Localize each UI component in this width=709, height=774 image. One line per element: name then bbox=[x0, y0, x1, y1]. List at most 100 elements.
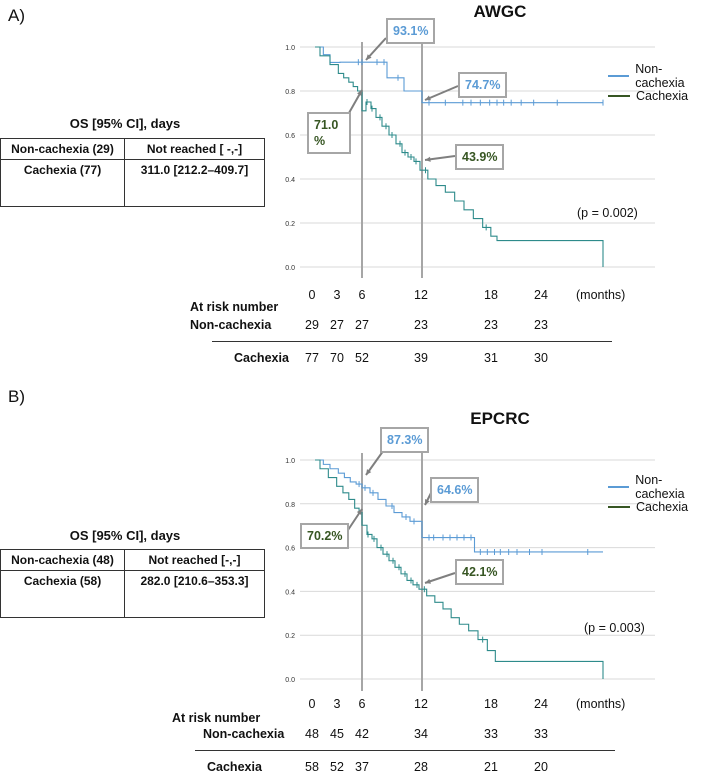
annotation-arrowhead bbox=[366, 469, 372, 475]
table-cell: Not reached [-,-] bbox=[124, 549, 265, 571]
km-curve-non-cachexia bbox=[315, 46, 603, 104]
risk-row-label: Non-cachexia bbox=[203, 727, 285, 741]
table-cell: Not reached [ -,-] bbox=[124, 138, 265, 160]
p-value: (p = 0.002) bbox=[577, 206, 638, 220]
table-row: Non-cachexia (48) Not reached [-,-] bbox=[0, 549, 265, 571]
table-cell: Non-cachexia (29) bbox=[0, 138, 125, 160]
annotation-arrowhead bbox=[357, 90, 362, 96]
legend-swatch bbox=[608, 506, 630, 508]
risk-value: 70 bbox=[330, 351, 344, 365]
risk-value: 21 bbox=[484, 760, 498, 774]
table-cell: Non-cachexia (48) bbox=[0, 549, 125, 571]
legend-swatch bbox=[608, 75, 630, 77]
risk-value: 27 bbox=[355, 318, 369, 332]
panel-label: B) bbox=[8, 387, 25, 406]
p-value: (p = 0.003) bbox=[584, 621, 645, 635]
y-tick-label: 0.8 bbox=[285, 89, 295, 96]
table-cell: Cachexia (77) bbox=[0, 159, 125, 207]
risk-value: 42 bbox=[355, 727, 369, 741]
legend-item-cachexia: Cachexia bbox=[608, 86, 709, 106]
annotation-arrowhead bbox=[425, 578, 431, 584]
x-tick-label: 3 bbox=[333, 697, 341, 711]
y-tick-label: 0.6 bbox=[285, 133, 295, 140]
risk-value: 48 bbox=[305, 727, 319, 741]
risk-value: 31 bbox=[484, 351, 498, 365]
risk-heading: At risk number bbox=[190, 300, 279, 314]
km-curve-cachexia bbox=[315, 46, 604, 267]
risk-value: 23 bbox=[534, 318, 548, 332]
os-table: Non-cachexia (48) Not reached [-,-] Cach… bbox=[0, 549, 265, 618]
risk-value: 27 bbox=[330, 318, 344, 332]
legend: Non-cachexia Cachexia bbox=[608, 62, 709, 106]
x-axis-label: (months) bbox=[576, 288, 626, 302]
annotation-arrowhead bbox=[366, 54, 372, 60]
panel-b: B) EPCRC 0.0 0.2 0.4 0.6 0.8 1.0 Non-cachexia… bbox=[0, 387, 709, 774]
risk-value: 34 bbox=[414, 727, 428, 741]
x-tick-label: 6 bbox=[358, 288, 366, 302]
risk-row-label: Cachexia bbox=[234, 351, 289, 365]
os-table-title: OS [95% CI], days bbox=[69, 528, 181, 543]
annotation-arrowhead bbox=[425, 156, 431, 162]
risk-heading: At risk number bbox=[172, 711, 261, 725]
annotation-74-7: 74.7% bbox=[458, 72, 508, 98]
risk-value: 23 bbox=[414, 318, 428, 332]
annotation-64-6: 64.6% bbox=[430, 477, 480, 503]
panel-label: A) bbox=[8, 6, 25, 25]
y-tick-label: 0.0 bbox=[285, 265, 295, 272]
table-cell: 282.0 [210.6–353.3] bbox=[124, 570, 265, 618]
x-tick-label: 3 bbox=[333, 288, 341, 302]
risk-value: 29 bbox=[305, 318, 319, 332]
annotation-93-1: 93.1% bbox=[386, 18, 436, 44]
risk-value: 58 bbox=[305, 760, 319, 774]
x-tick-label: 18 bbox=[484, 697, 498, 711]
risk-row-label: Cachexia bbox=[207, 760, 262, 774]
legend-swatch bbox=[608, 95, 630, 97]
risk-value: 33 bbox=[534, 727, 548, 741]
x-tick-label: 24 bbox=[534, 288, 548, 302]
risk-value: 37 bbox=[355, 760, 369, 774]
panel-a: A) AWGC 0.0 0.2 0.4 0.6 0.8 1.0 Non-cachexia … bbox=[0, 0, 709, 385]
y-tick-label: 0.4 bbox=[285, 589, 295, 596]
annotation-arrow bbox=[424, 85, 459, 101]
legend-item-non-cachexia: Non-cachexia bbox=[608, 62, 709, 90]
table-cell: 311.0 [212.2–409.7] bbox=[124, 159, 265, 207]
x-tick-label: 18 bbox=[484, 288, 498, 302]
risk-value: 39 bbox=[414, 351, 428, 365]
legend-item-non-cachexia: Non-cachexia bbox=[608, 473, 709, 501]
table-cell: Cachexia (58) bbox=[0, 570, 125, 618]
risk-divider bbox=[195, 750, 615, 751]
x-tick-label: 24 bbox=[534, 697, 548, 711]
legend: Non-cachexia Cachexia bbox=[608, 473, 709, 517]
annotation-arrowhead bbox=[356, 509, 362, 515]
risk-row-label: Non-cachexia bbox=[190, 318, 272, 332]
annotation-87-3: 87.3% bbox=[380, 427, 430, 453]
y-tick-label: 0.2 bbox=[285, 221, 295, 228]
risk-value: 30 bbox=[534, 351, 548, 365]
legend-label: Cachexia bbox=[636, 500, 689, 514]
x-tick-label: 0 bbox=[308, 288, 316, 302]
x-tick-label: 6 bbox=[358, 697, 366, 711]
km-plot: 0.0 0.2 0.4 0.6 0.8 1.0 bbox=[285, 37, 655, 278]
table-row: Cachexia (58) 282.0 [210.6–353.3] bbox=[0, 570, 265, 618]
annotation-71-0: 71.0 % bbox=[307, 112, 351, 154]
legend-label: Cachexia bbox=[636, 89, 689, 103]
y-tick-label: 0.2 bbox=[285, 633, 295, 640]
legend-item-cachexia: Cachexia bbox=[608, 497, 709, 517]
x-tick-label: 12 bbox=[414, 288, 428, 302]
chart-title: AWGC bbox=[473, 2, 527, 21]
annotation-arrowhead bbox=[425, 499, 430, 505]
risk-value: 23 bbox=[484, 318, 498, 332]
legend-label: Non-cachexia bbox=[635, 473, 685, 501]
km-curve-cachexia bbox=[315, 459, 604, 679]
y-tick-label: 1.0 bbox=[285, 45, 295, 52]
os-table-title: OS [95% CI], days bbox=[69, 116, 181, 131]
risk-value: 45 bbox=[330, 727, 344, 741]
annotation-43-9: 43.9% bbox=[455, 144, 505, 170]
km-curve-non-cachexia bbox=[315, 459, 603, 553]
annotation-70-2: 70.2% bbox=[300, 523, 350, 549]
legend-label: Non-cachexia bbox=[635, 62, 685, 90]
chart-title: EPCRC bbox=[470, 409, 530, 428]
risk-value: 52 bbox=[355, 351, 369, 365]
risk-divider bbox=[212, 341, 612, 342]
x-tick-label: 0 bbox=[308, 697, 316, 711]
